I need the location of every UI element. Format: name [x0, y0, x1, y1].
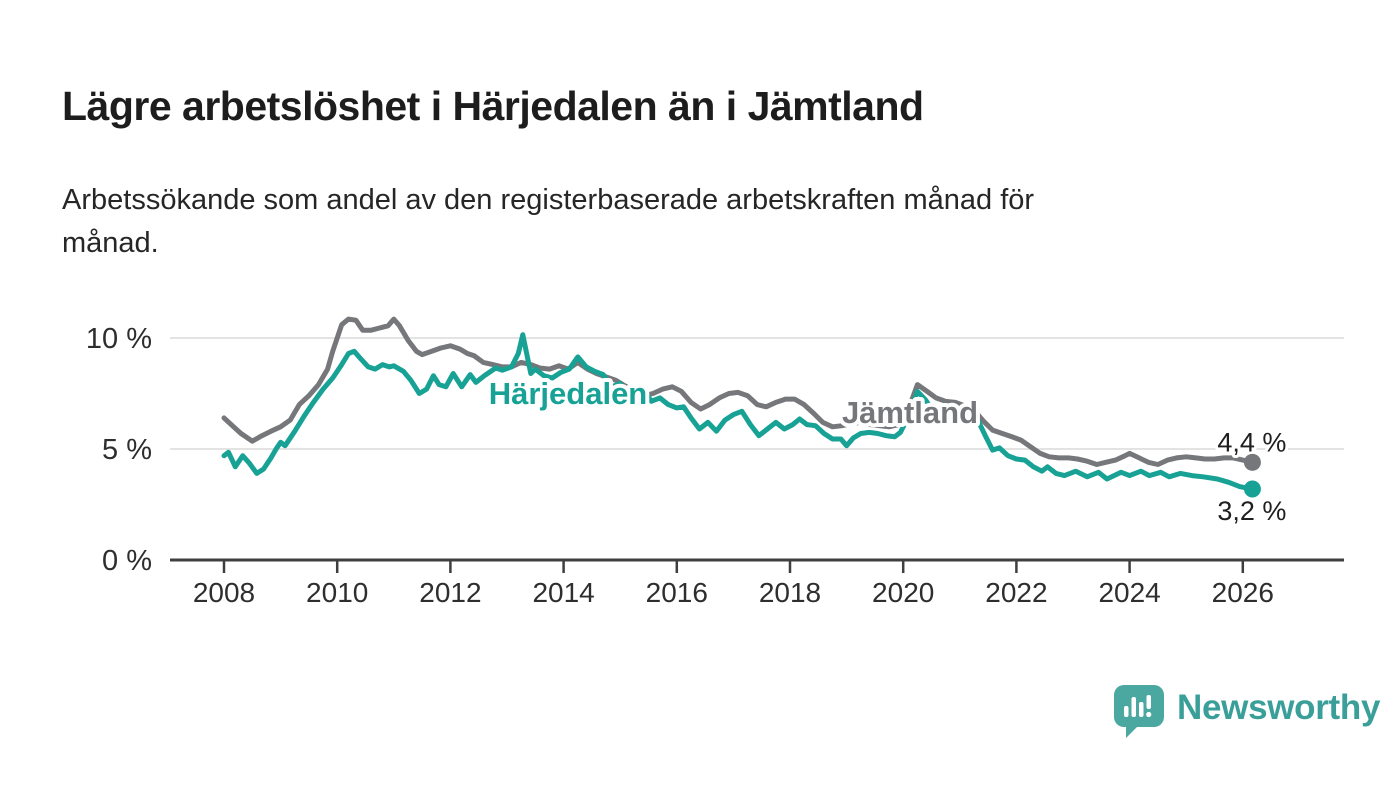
logo-bar-medium [1139, 702, 1144, 717]
x-axis-tick-label: 2014 [532, 577, 594, 608]
x-axis-tick-label: 2016 [646, 577, 708, 608]
x-axis-tick-label: 2026 [1212, 577, 1274, 608]
x-axis-tick-label: 2012 [419, 577, 481, 608]
x-axis-tick-label: 2020 [872, 577, 934, 608]
series-line-jämtland [221, 316, 1255, 467]
x-axis-tick-label: 2010 [306, 577, 368, 608]
end-dot-jämtland [1243, 453, 1261, 471]
brand-name: Newsworthy [1177, 688, 1381, 727]
x-axis-tick-label: 2022 [985, 577, 1047, 608]
logo-bar-small [1124, 706, 1129, 717]
newsworthy-logo: Newsworthy [1113, 684, 1380, 740]
end-dot-härjedalen [1243, 480, 1261, 498]
series-line-härjedalen [221, 332, 1255, 492]
y-axis-tick-label: 10 % [86, 323, 152, 355]
x-axis-tick-label: 2024 [1098, 577, 1160, 608]
page-title: Lägre arbetslöshet i Härjedalen än i Jäm… [62, 83, 924, 130]
x-axis-tick-label: 2018 [759, 577, 821, 608]
end-value-label-jämtland: 4,4 % [1217, 427, 1286, 457]
speech-bubble-bar-chart-icon [1114, 685, 1164, 738]
logo-bar-tall [1131, 697, 1136, 717]
series-label-jämtland: Jämtland [842, 395, 978, 430]
x-axis-tick-label: 2008 [193, 577, 255, 608]
y-axis-tick-label: 5 % [102, 434, 152, 466]
series-label-härjedalen: Härjedalen [489, 376, 648, 411]
logo-exclamation-bar [1146, 695, 1151, 709]
end-value-label-härjedalen: 3,2 % [1217, 496, 1286, 526]
y-axis-tick-label: 0 % [102, 545, 152, 577]
chart-subtitle: Arbetssökande som andel av den registerb… [62, 184, 1035, 259]
logo-exclamation-dot [1146, 711, 1152, 718]
